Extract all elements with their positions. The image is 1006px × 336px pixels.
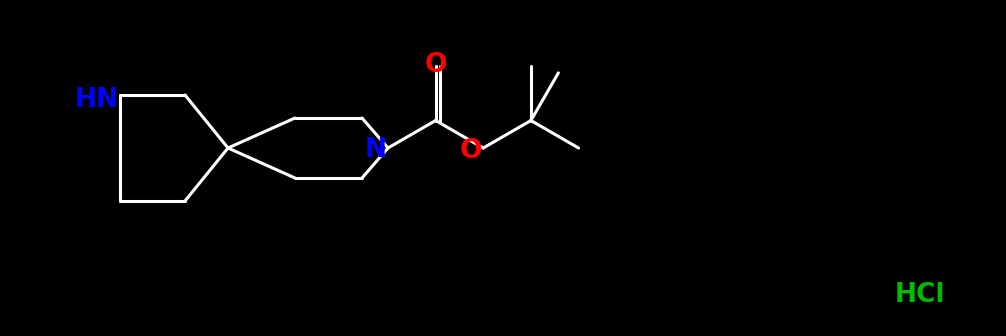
Text: O: O — [425, 52, 447, 79]
Text: N: N — [365, 137, 387, 163]
Text: HN: HN — [75, 87, 119, 113]
Text: HCl: HCl — [894, 282, 946, 308]
Text: O: O — [460, 138, 483, 164]
